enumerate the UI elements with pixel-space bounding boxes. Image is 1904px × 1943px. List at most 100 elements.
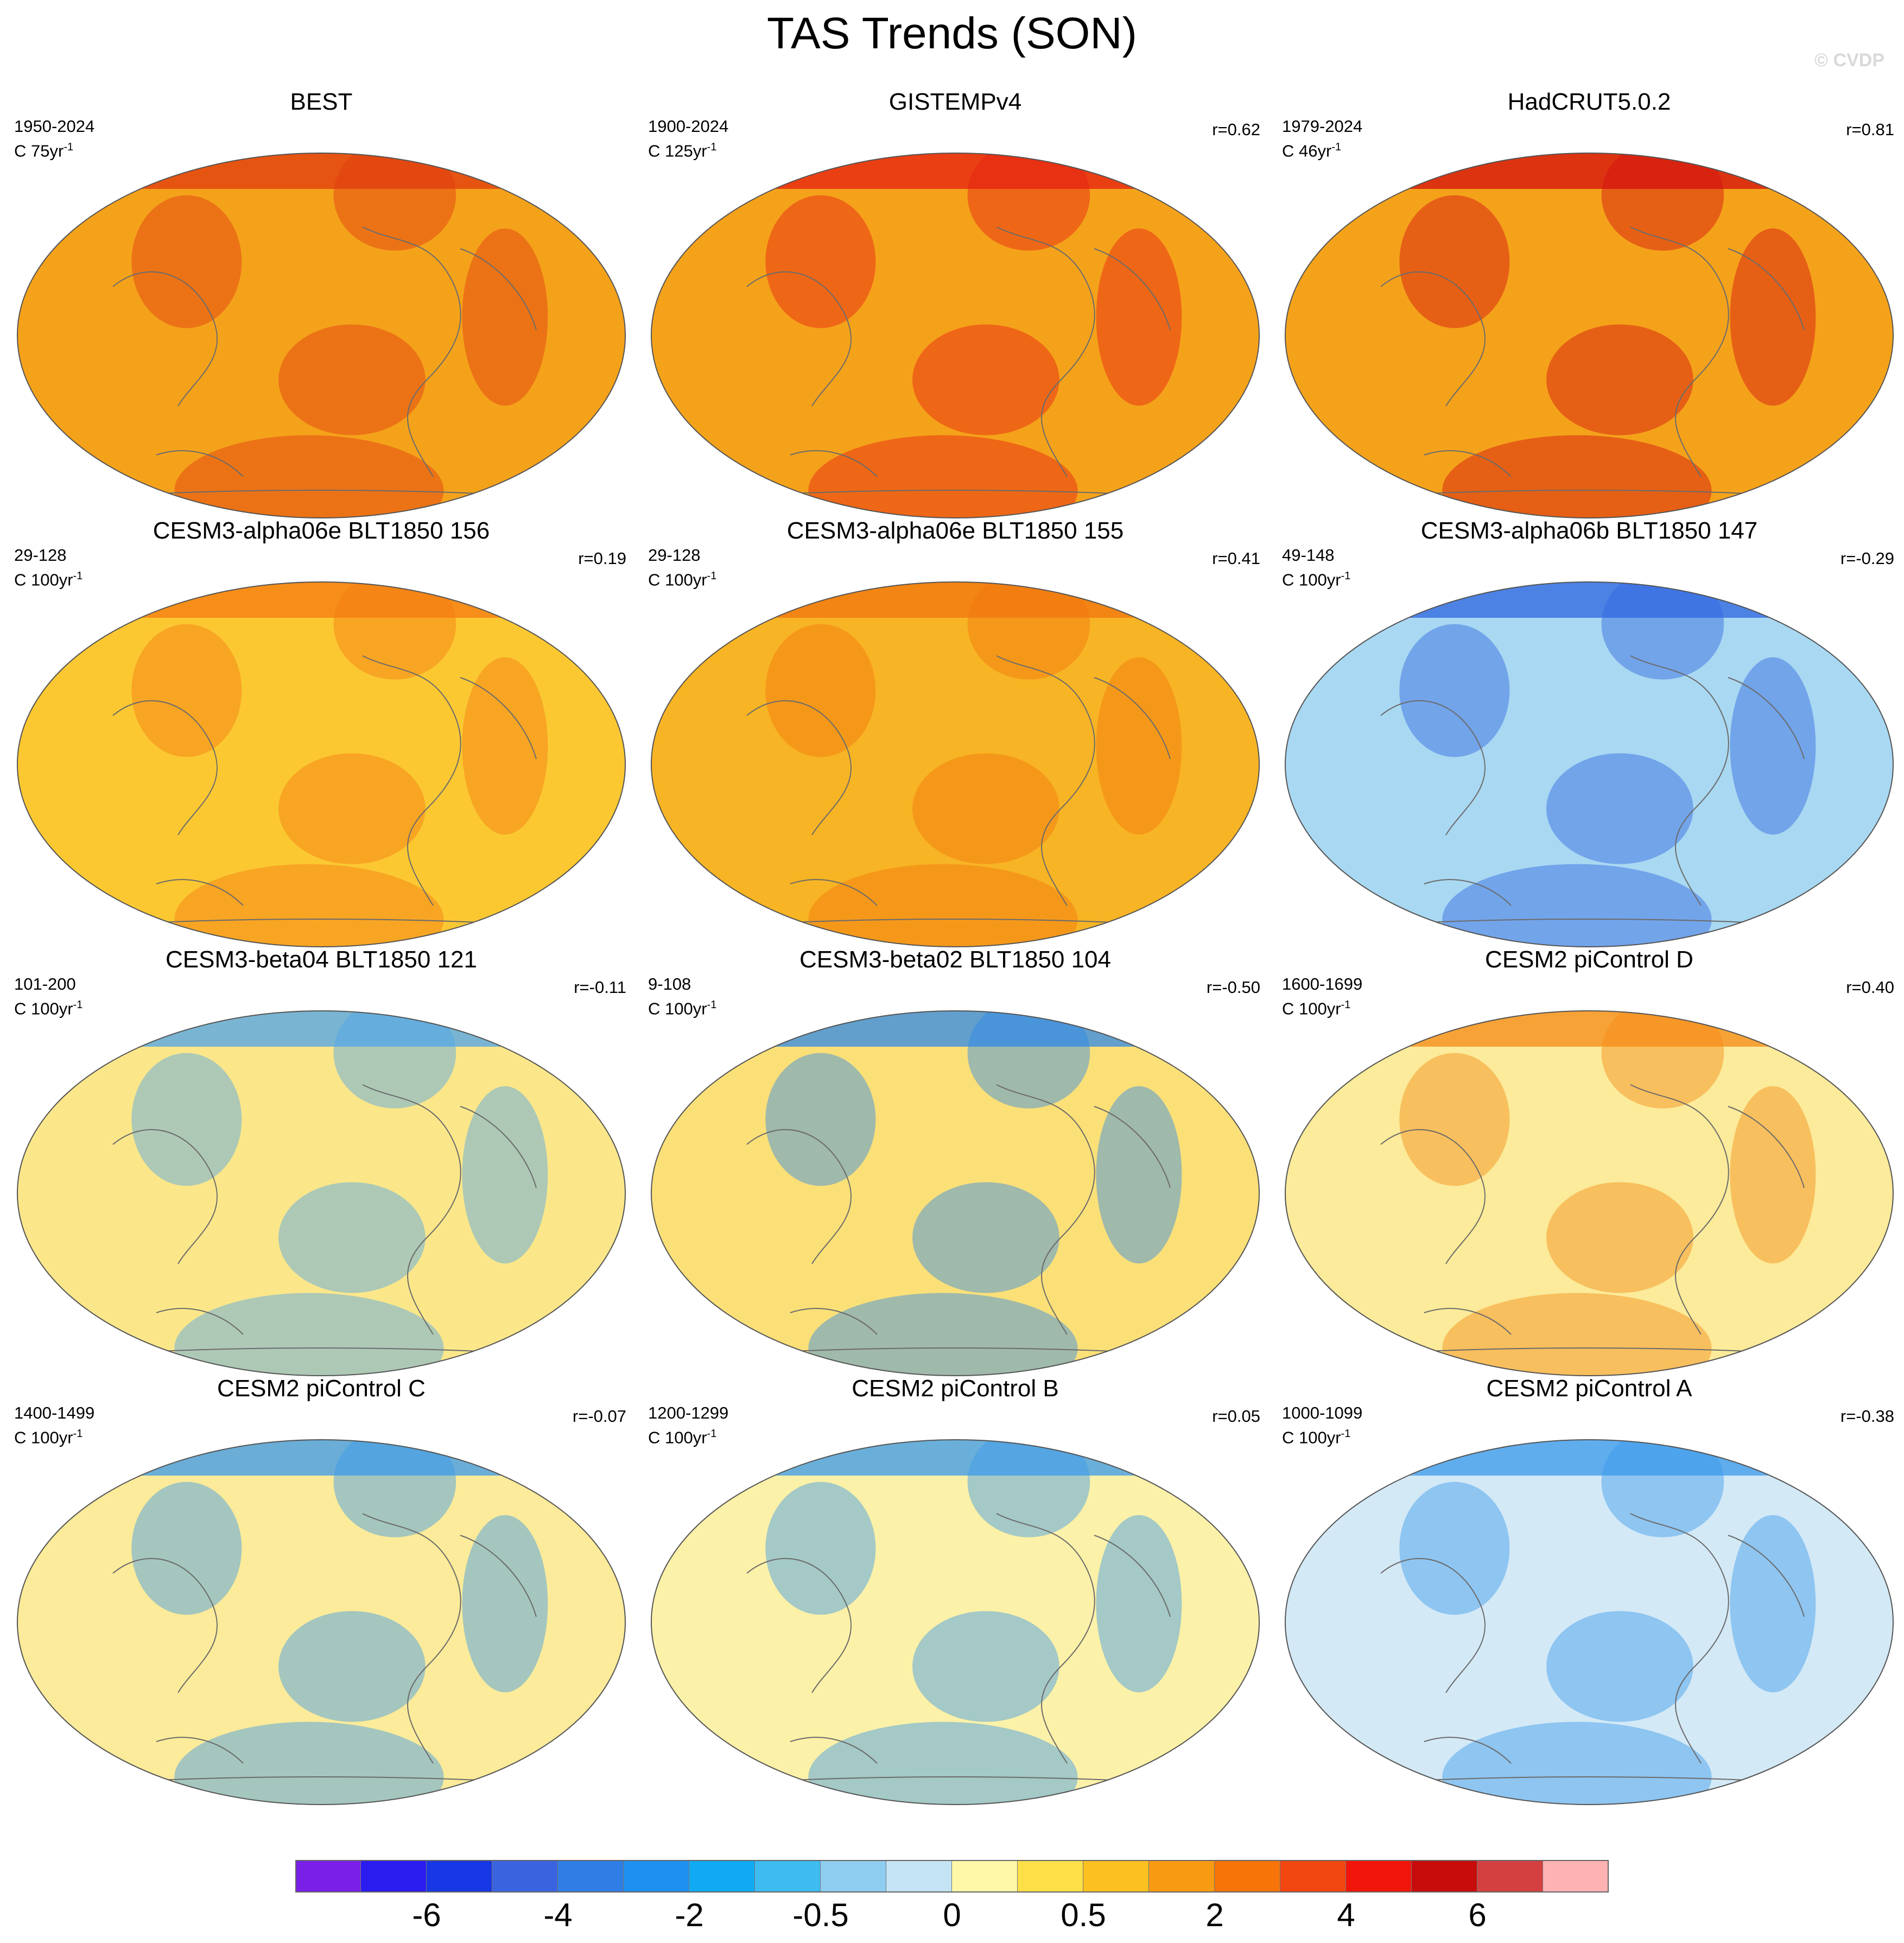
units-text: C 46yr xyxy=(1282,141,1332,161)
trend-field xyxy=(1285,153,1893,518)
trend-field xyxy=(17,582,625,947)
colorbar-label: 2 xyxy=(1205,1897,1224,1933)
units-exponent: -1 xyxy=(1341,1428,1351,1440)
colorbar-swatch xyxy=(492,1860,558,1893)
trend-field xyxy=(651,1011,1259,1376)
panel-period: 1400-1499 xyxy=(14,1403,95,1422)
units-text: C 100yr xyxy=(648,1428,707,1447)
world-map xyxy=(1285,1439,1894,1805)
panel-units: C 100yr-1 xyxy=(14,566,82,590)
figure-title: TAS Trends (SON) xyxy=(767,9,1137,58)
trend-field xyxy=(17,1011,625,1376)
anomaly-region xyxy=(765,1482,876,1615)
anomaly-region xyxy=(765,624,876,757)
panel-title: HadCRUT5.0.2 xyxy=(1507,88,1671,115)
trend-field xyxy=(651,582,1259,947)
panel-units: C 46yr-1 xyxy=(1282,137,1341,161)
map-outline xyxy=(17,153,626,518)
panel-period: 101-200 xyxy=(14,974,76,993)
world-map xyxy=(651,1010,1260,1376)
anomaly-region xyxy=(462,1515,548,1693)
units-exponent: -1 xyxy=(73,570,83,582)
units-text: C 100yr xyxy=(1282,999,1341,1018)
colorbar-labels: -6 -4 -2 -0.5 0 0.5 2 4 6 xyxy=(295,1894,1609,1942)
units-text: C 100yr xyxy=(648,570,707,590)
panel-correlation: r=-0.07 xyxy=(572,1407,626,1426)
panel-units: C 100yr-1 xyxy=(14,995,82,1019)
anomaly-region xyxy=(967,153,1090,251)
map-panel: CESM2 piControl D 1600-1699 C 100yr-1 r=0.4… xyxy=(1272,946,1904,1378)
anomaly-region xyxy=(333,1440,456,1537)
world-map xyxy=(17,1010,626,1376)
anomaly-region xyxy=(1546,1182,1693,1293)
colorbar-swatch xyxy=(1149,1860,1215,1893)
units-text: C 100yr xyxy=(648,999,707,1018)
panel-correlation: r=-0.29 xyxy=(1840,549,1894,568)
panel-units: C 100yr-1 xyxy=(648,995,716,1019)
anomaly-region xyxy=(765,195,876,328)
anomaly-region xyxy=(131,624,242,757)
panel-title: CESM2 piControl D xyxy=(1485,946,1693,973)
anomaly-region xyxy=(278,1182,426,1293)
panel-title: CESM2 piControl A xyxy=(1486,1375,1692,1402)
colorbar-swatch xyxy=(1477,1860,1543,1893)
units-text: C 100yr xyxy=(1282,570,1341,590)
units-exponent: -1 xyxy=(707,141,717,153)
panel-title: CESM3-beta04 BLT1850 121 xyxy=(166,946,477,973)
colorbar-swatch xyxy=(624,1860,689,1893)
trend-field xyxy=(1285,1440,1893,1805)
units-text: C 75yr xyxy=(14,141,64,161)
anomaly-region xyxy=(462,1086,548,1264)
panel-units: C 100yr-1 xyxy=(14,1423,82,1448)
anomaly-region xyxy=(1730,1086,1816,1264)
map-panel: CESM2 piControl A 1000-1099 C 100yr-1 r=-0.… xyxy=(1272,1375,1904,1807)
arctic-anomaly xyxy=(1285,582,1893,618)
panel-units: C 100yr-1 xyxy=(1282,566,1350,590)
trend-field xyxy=(17,153,625,518)
panel-units: C 100yr-1 xyxy=(1282,1423,1350,1448)
panel-correlation: r=-0.38 xyxy=(1840,1407,1894,1426)
coastline xyxy=(80,226,558,499)
world-map xyxy=(1285,153,1894,518)
anomaly-region xyxy=(1546,1611,1693,1722)
panel-correlation: r=-0.11 xyxy=(574,978,626,997)
panel-units: C 100yr-1 xyxy=(1282,995,1350,1019)
anomaly-region xyxy=(967,1011,1090,1109)
map-outline xyxy=(1285,1439,1894,1805)
panel-correlation: r=0.19 xyxy=(578,549,626,568)
panel-units: C 100yr-1 xyxy=(648,566,716,590)
colorbar-swatch xyxy=(427,1860,492,1893)
units-exponent: -1 xyxy=(707,999,717,1011)
map-outline xyxy=(1285,153,1894,518)
anomaly-region xyxy=(1399,1053,1510,1186)
panel-units: C 125yr-1 xyxy=(648,137,716,161)
map-panel: GISTEMPv4 1900-2024 C 125yr-1 r=0.62 xyxy=(638,88,1272,520)
map-outline xyxy=(17,1010,626,1376)
anomaly-region xyxy=(1096,657,1182,835)
units-text: C 100yr xyxy=(14,570,73,590)
map-outline xyxy=(17,1439,626,1805)
map-panel: CESM3-alpha06e BLT1850 156 29-128 C 100yr-… xyxy=(4,517,638,949)
colorbar-swatch xyxy=(886,1860,952,1893)
arctic-anomaly xyxy=(17,582,625,618)
trend-field xyxy=(1285,1011,1893,1376)
coastline xyxy=(714,1513,1192,1786)
colorbar-swatch xyxy=(952,1860,1018,1893)
units-text: C 100yr xyxy=(14,999,73,1018)
world-map xyxy=(17,153,626,518)
colorbar-label: -2 xyxy=(675,1897,704,1933)
anomaly-region xyxy=(912,1182,1059,1293)
units-text: C 125yr xyxy=(648,141,707,161)
anomaly-region xyxy=(1399,195,1510,328)
colorbar-swatch xyxy=(295,1860,361,1893)
anomaly-region xyxy=(912,1611,1059,1722)
world-map xyxy=(17,1439,626,1805)
colorbar-swatch xyxy=(1280,1860,1346,1893)
arctic-anomaly xyxy=(651,1440,1259,1476)
colorbar-swatch xyxy=(1018,1860,1083,1893)
world-map xyxy=(1285,581,1894,947)
map-panel: CESM2 piControl B 1200-1299 C 100yr-1 r=0.0… xyxy=(638,1375,1272,1807)
arctic-anomaly xyxy=(17,1011,625,1047)
anomaly-region xyxy=(1601,153,1724,251)
colorbar-swatch xyxy=(755,1860,821,1893)
